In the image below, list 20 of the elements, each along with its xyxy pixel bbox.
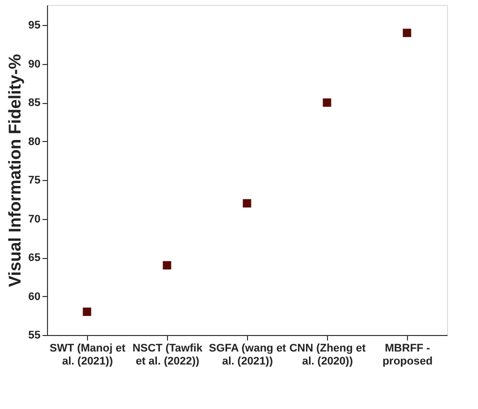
y-tick-label: 80 — [28, 136, 40, 148]
x-tick-label: SGFA (wang et al. (2021)) — [208, 342, 286, 368]
x-tick-label: CNN (Zheng et al. (2020)) — [289, 342, 366, 368]
y-tick-label: 95 — [28, 20, 40, 32]
y-tick-label: 85 — [28, 97, 40, 110]
y-tick-label: 55 — [28, 330, 40, 342]
y-tick-label: 90 — [28, 58, 40, 70]
point — [242, 199, 252, 208]
y-tick-label: 70 — [28, 213, 40, 226]
y-tick-label: 65 — [28, 252, 40, 264]
y-tick-label: 60 — [28, 290, 40, 303]
x-tick-label: SWT (Manoj et al. (2021)) — [50, 342, 126, 368]
point — [162, 261, 172, 270]
x-tick-label: NSCT (Tawfik et al. (2022)) — [132, 342, 204, 368]
point — [82, 308, 92, 316]
y-axis-title: Visual Information Fidelity-% — [5, 54, 24, 287]
x-tick-label: MBRFF - proposed — [382, 342, 433, 368]
point — [402, 28, 412, 38]
point — [322, 98, 332, 107]
y-tick-label: 75 — [28, 174, 40, 187]
